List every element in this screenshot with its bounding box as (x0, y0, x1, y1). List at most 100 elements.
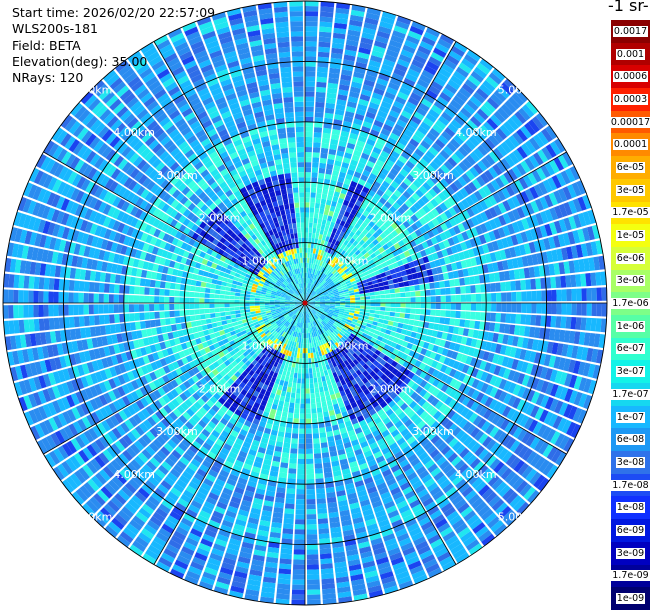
range-gate (333, 290, 339, 294)
range-gate (343, 178, 351, 186)
range-gate (317, 66, 328, 73)
range-gate (349, 267, 356, 273)
range-gate (317, 265, 322, 271)
range-gate (360, 299, 366, 303)
range-gate (315, 288, 320, 293)
range-gate (390, 293, 396, 298)
range-gate (455, 91, 469, 103)
range-gate (323, 257, 328, 263)
range-gate (506, 292, 512, 302)
range-gate (318, 249, 322, 255)
range-gate (385, 294, 391, 299)
range-gate (420, 309, 426, 315)
range-gate (305, 46, 317, 52)
range-gate (379, 310, 386, 315)
range-gate (412, 273, 419, 280)
range-gate (535, 112, 548, 127)
range-gate (535, 278, 542, 290)
range-gate (558, 219, 567, 233)
range-gate (313, 448, 321, 454)
range-gate (287, 366, 292, 372)
range-gate (398, 137, 408, 147)
range-gate (320, 250, 325, 256)
range-gate (352, 233, 359, 240)
range-gate (332, 32, 346, 40)
range-gate (305, 16, 318, 22)
range-gate (504, 100, 517, 113)
range-gate (380, 167, 389, 176)
range-gate (345, 206, 353, 213)
range-gate (310, 273, 313, 279)
range-gate (359, 308, 366, 312)
range-gate (339, 209, 346, 216)
range-gate (331, 200, 337, 207)
range-gate (536, 303, 542, 314)
range-gate (391, 72, 404, 82)
range-gate (306, 564, 319, 570)
range-gate (319, 260, 324, 267)
range-gate (305, 126, 313, 132)
range-gate (524, 188, 535, 201)
range-gate (568, 200, 578, 214)
range-gate (465, 154, 477, 166)
range-gate (320, 286, 325, 291)
range-gate (305, 157, 312, 163)
range-gate (344, 260, 350, 266)
range-gate (309, 207, 315, 213)
range-gate (362, 228, 369, 236)
range-gate (439, 317, 446, 324)
range-gate (442, 239, 451, 248)
range-gate (325, 258, 330, 264)
range-gate (305, 257, 307, 263)
range-gate (357, 162, 366, 170)
range-gate (311, 357, 315, 363)
range-gate (377, 209, 386, 217)
range-gate (455, 303, 461, 310)
range-gate (317, 259, 321, 266)
range-gate (365, 231, 373, 239)
range-gate (530, 314, 537, 326)
range-gate (349, 132, 359, 140)
range-gate (480, 293, 487, 302)
range-gate (337, 286, 343, 291)
range-gate (358, 47, 371, 55)
range-gate (290, 397, 295, 404)
range-gate (590, 241, 598, 256)
range-gate (315, 281, 319, 286)
range-gate (439, 149, 450, 160)
range-gate (298, 438, 305, 444)
range-gate (499, 124, 512, 137)
range-gate (337, 267, 343, 273)
range-gate (328, 280, 334, 286)
range-gate (293, 377, 298, 384)
range-gate (316, 402, 322, 408)
range-gate (483, 232, 492, 243)
range-gate (312, 433, 320, 439)
range-gate (282, 406, 289, 413)
range-gate (306, 293, 308, 299)
range-gate (541, 128, 553, 143)
range-gate (518, 107, 531, 121)
range-gate (299, 358, 303, 364)
range-gate (548, 192, 558, 206)
range-gate (324, 173, 332, 180)
range-gate (335, 155, 343, 162)
range-gate (479, 83, 493, 96)
range-gate (412, 166, 422, 175)
range-gate (544, 162, 556, 176)
range-gate (355, 229, 362, 237)
range-gate (332, 277, 338, 283)
range-gate (319, 16, 333, 23)
range-gate (358, 273, 365, 278)
range-gate (530, 214, 539, 227)
range-gate (364, 74, 377, 83)
range-gate (308, 358, 312, 364)
range-gate (340, 250, 346, 256)
range-gate (290, 367, 295, 373)
range-gate (329, 282, 335, 287)
range-gate (516, 163, 527, 176)
range-gate (502, 212, 512, 224)
range-gate (343, 246, 349, 252)
range-gate (424, 262, 432, 270)
